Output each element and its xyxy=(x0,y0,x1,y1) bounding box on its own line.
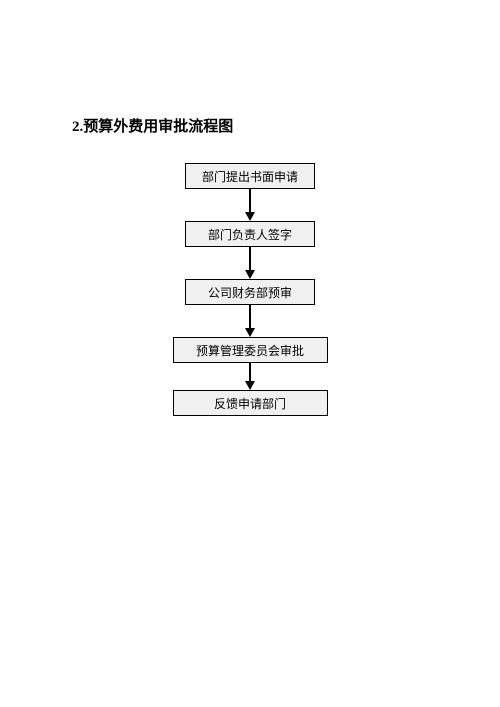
flowchart-arrow xyxy=(245,247,255,279)
flowchart-arrow xyxy=(245,305,255,337)
flowchart-node: 部门提出书面申请 xyxy=(185,163,315,189)
flowchart-node: 预算管理委员会审批 xyxy=(173,337,328,363)
flowchart-node: 反馈申请部门 xyxy=(173,390,328,416)
flowchart-node: 公司财务部预审 xyxy=(185,279,315,305)
flowchart-container: 部门提出书面申请部门负责人签字公司财务部预审预算管理委员会审批反馈申请部门 xyxy=(0,163,500,416)
flowchart-arrow xyxy=(245,189,255,221)
flowchart-arrow xyxy=(245,363,255,390)
page-title: 2.预算外费用审批流程图 xyxy=(72,115,233,136)
flowchart-node: 部门负责人签字 xyxy=(185,221,315,247)
